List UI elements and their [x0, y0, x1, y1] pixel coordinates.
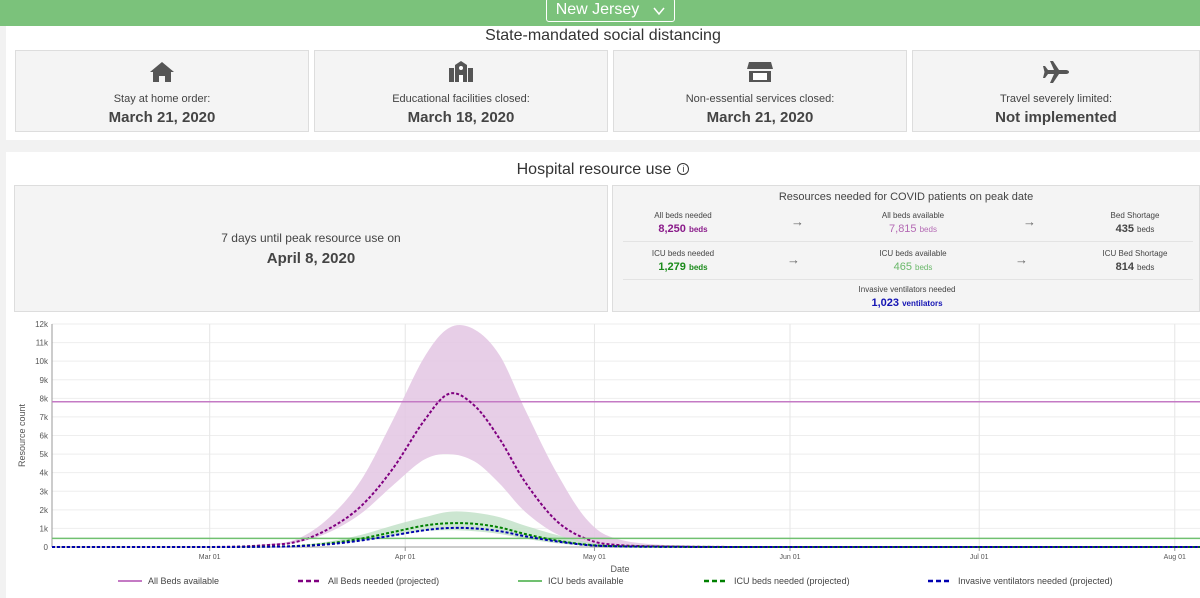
- travel-label: Travel severely limited:: [999, 93, 1113, 105]
- days-until-peak: 7 days until peak resource use on: [221, 231, 401, 245]
- divider: [623, 279, 1193, 280]
- legend-label: Invasive ventilators needed (projected): [958, 576, 1113, 586]
- resource-chart[interactable]: 0 1k 2k 3k 4k 5k 6k 7k 8k 9k 10k 11k 12k Mar 01 Apr 01…: [6, 318, 1200, 598]
- resources-box: Resources needed for COVID patients on p…: [612, 185, 1200, 312]
- arrow-right-icon: →: [1015, 252, 1028, 267]
- education-card: Educational facilities closed: March 18,…: [314, 50, 608, 132]
- y-tick-label: 3k: [40, 487, 49, 496]
- stay-at-home-date: March 21, 2020: [108, 109, 216, 126]
- stay-at-home-card: Stay at home order: March 21, 2020: [15, 50, 309, 132]
- social-distancing-title: State-mandated social distancing: [485, 27, 721, 44]
- legend-label: ICU beds needed (projected): [734, 576, 850, 586]
- non-essential-label: Non-essential services closed:: [685, 93, 835, 105]
- legend-label: All Beds available: [148, 576, 219, 586]
- info-icon[interactable]: i: [677, 163, 690, 175]
- peak-date-box: 7 days until peak resource use on April …: [14, 185, 608, 312]
- y-tick-label: 1k: [40, 524, 49, 533]
- all-beds-available-value: 7,815: [889, 223, 917, 235]
- icu-shortage-value: 814: [1115, 261, 1134, 273]
- hospital-title: Hospital resource use: [516, 161, 672, 178]
- x-tick-label: Aug 01: [1164, 554, 1186, 561]
- icu-beds-needed: ICU beds needed 1,279 beds: [651, 249, 715, 273]
- hospital-title-row: Hospital resource use i: [6, 161, 1200, 179]
- all-beds-uncertainty-band: [52, 325, 1200, 547]
- x-tick-label: Jul 01: [970, 554, 989, 561]
- icu-available-value: 465: [893, 261, 912, 273]
- all-beds-available: All beds available 7,815 beds: [881, 211, 945, 235]
- arrow-right-icon: →: [787, 252, 800, 267]
- hospital-resource-panel: Hospital resource use i 7 days until peak…: [6, 152, 1200, 598]
- chevron-down-icon: [653, 2, 665, 18]
- y-tick-label: 12k: [35, 320, 49, 329]
- legend-label: ICU beds available: [548, 576, 624, 586]
- store-icon: [746, 60, 774, 84]
- y-tick-label: 9k: [40, 376, 49, 385]
- y-tick-label: 8k: [40, 394, 49, 403]
- travel-value: Not implemented: [995, 109, 1117, 126]
- peak-date: April 8, 2020: [266, 250, 356, 267]
- y-tick-label: 2k: [40, 506, 49, 515]
- social-distancing-panel: State-mandated social distancing Stay at…: [6, 26, 1200, 140]
- non-essential-date: March 21, 2020: [706, 109, 814, 126]
- icu-beds-needed-line: [51, 522, 1200, 549]
- icu-needed-value: 1,279: [658, 261, 686, 273]
- education-date: March 18, 2020: [407, 109, 515, 126]
- state-selector[interactable]: New Jersey: [546, 0, 675, 22]
- arrow-right-icon: →: [1023, 214, 1036, 229]
- school-icon: [447, 60, 475, 84]
- stay-at-home-label: Stay at home order:: [113, 93, 211, 105]
- y-tick-label: 10k: [35, 357, 49, 366]
- y-axis-label: Resource count: [17, 403, 27, 467]
- x-tick-label: Jun 01: [779, 554, 800, 561]
- y-tick-label: 11k: [36, 339, 49, 348]
- all-beds-needed-line: [51, 392, 1200, 549]
- non-essential-card: Non-essential services closed: March 21,…: [613, 50, 907, 132]
- x-tick-label: Mar 01: [199, 554, 221, 561]
- arrow-right-icon: →: [791, 214, 804, 229]
- ventilators-value: 1,023: [871, 297, 899, 309]
- ventilators-needed: Invasive ventilators needed 1,023 ventil…: [858, 285, 956, 309]
- y-tick-label: 6k: [40, 432, 49, 441]
- bed-shortage-value: 435: [1115, 223, 1134, 235]
- all-beds-needed-value: 8,250: [658, 223, 686, 235]
- state-selector-label: New Jersey: [555, 1, 640, 18]
- home-icon: [148, 60, 176, 84]
- y-tick-label: 0: [44, 543, 49, 552]
- resources-title: Resources needed for COVID patients on p…: [778, 191, 1034, 203]
- airplane-icon: [1042, 60, 1070, 84]
- travel-card: Travel severely limited: Not implemented: [912, 50, 1200, 132]
- divider: [623, 241, 1193, 242]
- bed-shortage: Bed Shortage 435 beds: [1110, 211, 1160, 235]
- top-bar: New Jersey: [0, 0, 1200, 26]
- x-tick-label: May 01: [583, 554, 606, 561]
- x-axis-label: Date: [610, 564, 629, 574]
- icu-beds-available: ICU beds available 465 beds: [879, 249, 947, 273]
- all-beds-needed: All beds needed 8,250 beds: [654, 211, 712, 235]
- y-tick-label: 4k: [40, 469, 49, 478]
- y-tick-label: 7k: [40, 413, 49, 422]
- x-tick-label: Apr 01: [395, 554, 416, 561]
- education-label: Educational facilities closed:: [392, 93, 530, 105]
- icu-bed-shortage: ICU Bed Shortage 814 beds: [1102, 249, 1168, 273]
- y-tick-label: 5k: [40, 450, 49, 459]
- legend-label: All Beds needed (projected): [328, 576, 439, 586]
